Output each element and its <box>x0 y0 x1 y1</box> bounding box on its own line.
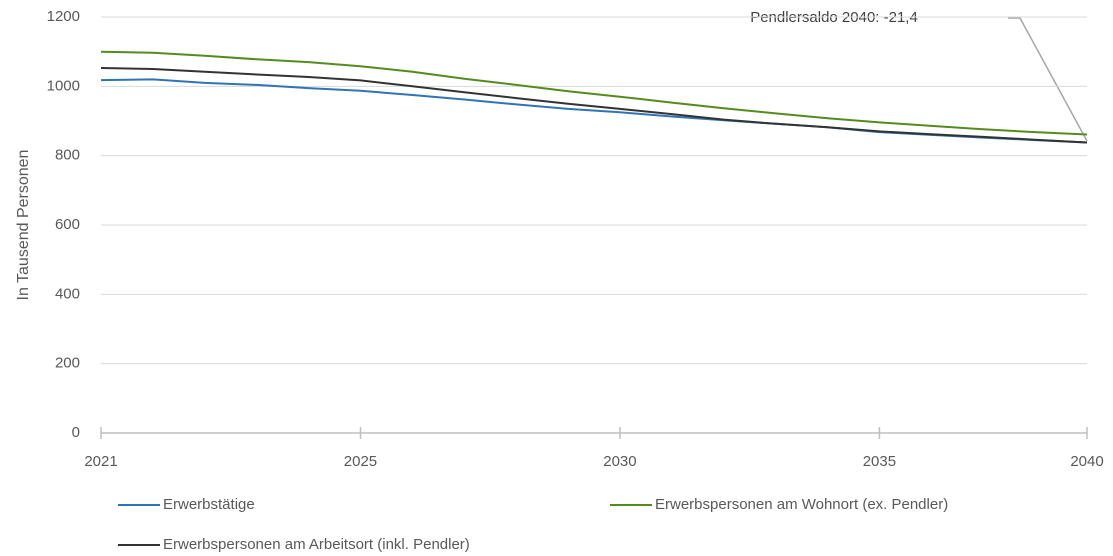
x-tick-label: 2025 <box>344 453 377 470</box>
y-tick-label: 1200 <box>47 8 80 25</box>
x-tick-label: 2035 <box>863 453 896 470</box>
legend-label: Erwerbstätige <box>163 496 255 513</box>
y-tick-label: 600 <box>55 216 80 233</box>
x-tick-label: 2021 <box>84 453 117 470</box>
series-line <box>100 78 1088 144</box>
y-axis-label: In Tausend Personen <box>15 150 32 301</box>
y-tick-label: 200 <box>55 355 80 372</box>
legend-label: Erwerbspersonen am Arbeitsort (inkl. Pen… <box>163 536 470 553</box>
x-tick-label: 2040 <box>1070 453 1103 470</box>
series-line <box>100 67 1088 144</box>
y-tick-label: 400 <box>55 285 80 302</box>
legend-label: Erwerbspersonen am Wohnort (ex. Pendler) <box>655 496 948 513</box>
annotation-leader <box>1008 17 1088 142</box>
series-line <box>100 50 1088 136</box>
x-tick-label: 2030 <box>603 453 636 470</box>
y-tick-label: 0 <box>72 424 80 441</box>
y-tick-label: 1000 <box>47 77 80 94</box>
y-tick-label: 800 <box>55 147 80 164</box>
